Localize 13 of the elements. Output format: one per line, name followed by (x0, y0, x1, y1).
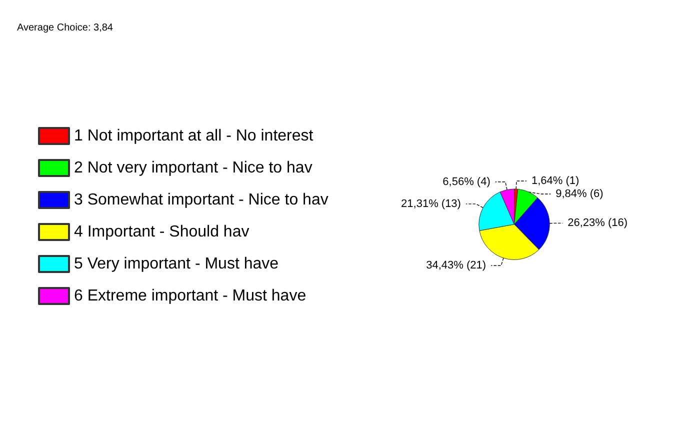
data-label: 9,84% (6) (556, 188, 604, 200)
legend-label: 5 Very important - Must have (74, 256, 279, 272)
legend-label: 3 Somewhat important - Nice to hav (74, 192, 328, 208)
data-label: 1,64% (1) (531, 175, 580, 188)
legend-label: 4 Important - Should hav (74, 224, 250, 240)
chart-title: Average Choice: 3,84 (17, 22, 114, 34)
legend-label: 1 Not important at all - No interest (74, 128, 314, 144)
data-label: 6,56% (4) (442, 176, 490, 188)
data-label: 26,23% (16) (568, 217, 628, 230)
legend-label: 2 Not very important - Nice to hav (74, 160, 312, 176)
data-label: 34,43% (21) (426, 260, 486, 272)
legend-label: 6 Extreme important - Must have (74, 288, 306, 304)
data-label: 21,31% (13) (401, 198, 461, 210)
